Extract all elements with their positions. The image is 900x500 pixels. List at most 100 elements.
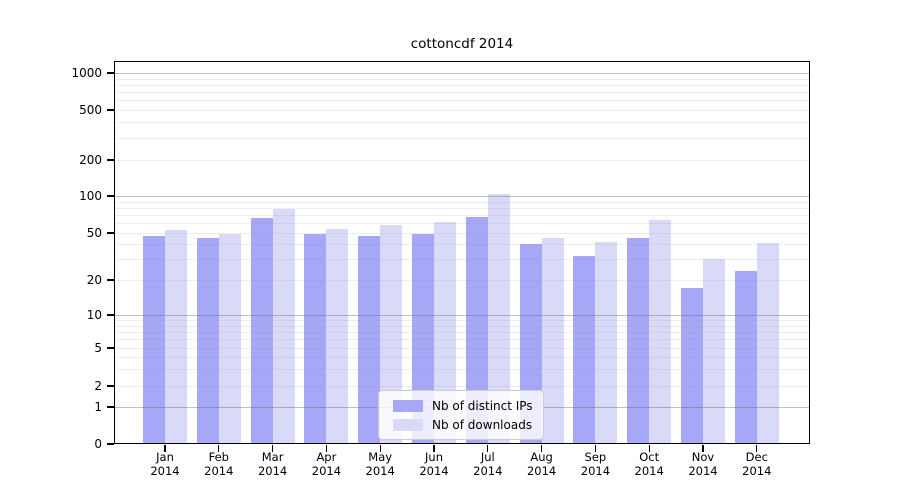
minor-gridline-6	[115, 339, 809, 341]
y-tick-label-500: 500	[79, 103, 102, 117]
bar-distinct-ips-dec	[734, 270, 757, 444]
bar-downloads-oct	[649, 219, 672, 444]
y-tick-mark-500	[107, 109, 114, 111]
minor-gridline-300	[115, 137, 809, 139]
bar-distinct-ips-may	[358, 236, 381, 444]
minor-gridline-400	[115, 122, 809, 124]
y-tick-mark-1	[107, 406, 114, 408]
y-tick-mark-10	[107, 314, 114, 316]
x-tick-label-jul: Jul 2014	[473, 450, 503, 478]
bar-distinct-ips-mar	[250, 218, 273, 444]
minor-gridline-800	[115, 84, 809, 86]
x-tick-mark-oct	[648, 444, 650, 452]
y-tick-label-1000: 1000	[71, 66, 102, 80]
y-tick-mark-50	[107, 232, 114, 234]
bar-distinct-ips-feb	[196, 238, 219, 444]
major-gridline-100	[115, 196, 809, 197]
minor-gridline-30	[115, 259, 809, 261]
bar-distinct-ips-jul	[465, 217, 488, 444]
x-tick-label-feb: Feb 2014	[204, 450, 234, 478]
y-tick-label-20: 20	[86, 273, 102, 287]
bar-downloads-dec	[756, 243, 779, 444]
bar-downloads-jul	[487, 193, 510, 444]
y-tick-mark-5	[107, 347, 114, 349]
x-tick-label-sep: Sep 2014	[580, 450, 611, 478]
minor-gridline-3	[115, 369, 809, 371]
minor-gridline-8	[115, 325, 809, 327]
bar-downloads-mar	[272, 209, 295, 444]
minor-gridline-700	[115, 92, 809, 94]
x-tick-mark-aug	[541, 444, 543, 452]
x-tick-label-oct: Oct 2014	[634, 450, 664, 478]
x-tick-label-dec: Dec 2014	[742, 450, 772, 478]
bar-downloads-jan	[165, 229, 187, 444]
y-tick-label-5: 5	[94, 341, 102, 355]
y-tick-label-1: 1	[94, 400, 102, 414]
x-tick-label-jun: Jun 2014	[419, 450, 449, 478]
minor-gridline-80	[115, 207, 809, 209]
x-tick-label-nov: Nov 2014	[688, 450, 718, 478]
x-tick-label-aug: Aug 2014	[526, 450, 557, 478]
chart-title: cottoncdf 2014	[410, 36, 514, 52]
bar-distinct-ips-oct	[627, 238, 650, 444]
x-tick-label-mar: Mar 2014	[257, 450, 288, 478]
y-tick-mark-0	[107, 443, 114, 445]
minor-gridline-7	[115, 331, 809, 333]
ips-color-swatch	[393, 399, 423, 412]
downloads-color-swatch	[393, 418, 423, 431]
y-tick-label-0: 0	[94, 437, 102, 451]
x-tick-label-may: May 2014	[365, 450, 395, 478]
x-tick-mark-mar	[272, 444, 274, 452]
minor-gridline-90	[115, 201, 809, 203]
y-tick-label-2: 2	[94, 379, 102, 393]
y-tick-label-10: 10	[86, 308, 102, 322]
minor-gridline-900	[115, 78, 809, 80]
y-tick-mark-1000	[107, 72, 114, 74]
y-tick-mark-20	[107, 279, 114, 281]
major-gridline-10	[115, 315, 809, 316]
x-tick-label-jan: Jan 2014	[150, 450, 180, 478]
chart-legend: Nb of distinct IPs Nb of downloads	[378, 390, 544, 440]
minor-gridline-200	[115, 160, 809, 161]
minor-gridline-20	[115, 280, 809, 281]
x-tick-mark-jul	[487, 444, 489, 452]
bar-distinct-ips-jan	[143, 236, 165, 444]
bar-downloads-aug	[541, 238, 564, 444]
minor-gridline-70	[115, 215, 809, 217]
y-tick-mark-200	[107, 159, 114, 161]
minor-gridline-50	[115, 233, 809, 234]
y-tick-label-50: 50	[86, 226, 102, 240]
bar-downloads-sep	[595, 241, 618, 444]
x-tick-mark-feb	[218, 444, 220, 452]
minor-gridline-2	[115, 386, 809, 387]
minor-gridline-40	[115, 244, 809, 246]
bar-downloads-may	[380, 225, 403, 444]
minor-gridline-4	[115, 357, 809, 359]
minor-gridline-5	[115, 348, 809, 349]
minor-gridline-600	[115, 100, 809, 102]
y-tick-label-200: 200	[79, 153, 102, 167]
major-gridline-1000	[115, 73, 809, 74]
x-tick-mark-jan	[164, 444, 166, 452]
bar-downloads-nov	[703, 259, 725, 444]
x-tick-mark-may	[379, 444, 381, 452]
x-tick-mark-apr	[325, 444, 327, 452]
minor-gridline-9	[115, 320, 809, 322]
x-tick-label-apr: Apr 2014	[311, 450, 342, 478]
legend-label-ips: Nb of distinct IPs	[432, 398, 533, 413]
y-tick-label-100: 100	[79, 189, 102, 203]
bar-downloads-apr	[326, 228, 349, 444]
y-tick-mark-100	[107, 195, 114, 197]
bar-distinct-ips-sep	[573, 255, 596, 444]
x-tick-mark-jun	[433, 444, 435, 452]
bar-downloads-feb	[218, 234, 241, 444]
bar-distinct-ips-apr	[304, 234, 327, 444]
legend-item-distinct-ips: Nb of distinct IPs	[393, 396, 533, 415]
legend-label-downloads: Nb of downloads	[432, 417, 533, 432]
bar-downloads-jun	[434, 221, 456, 444]
minor-gridline-500	[115, 110, 809, 111]
legend-item-downloads: Nb of downloads	[393, 415, 533, 434]
x-tick-mark-nov	[702, 444, 704, 452]
bar-distinct-ips-nov	[681, 288, 703, 444]
y-tick-mark-2	[107, 385, 114, 387]
